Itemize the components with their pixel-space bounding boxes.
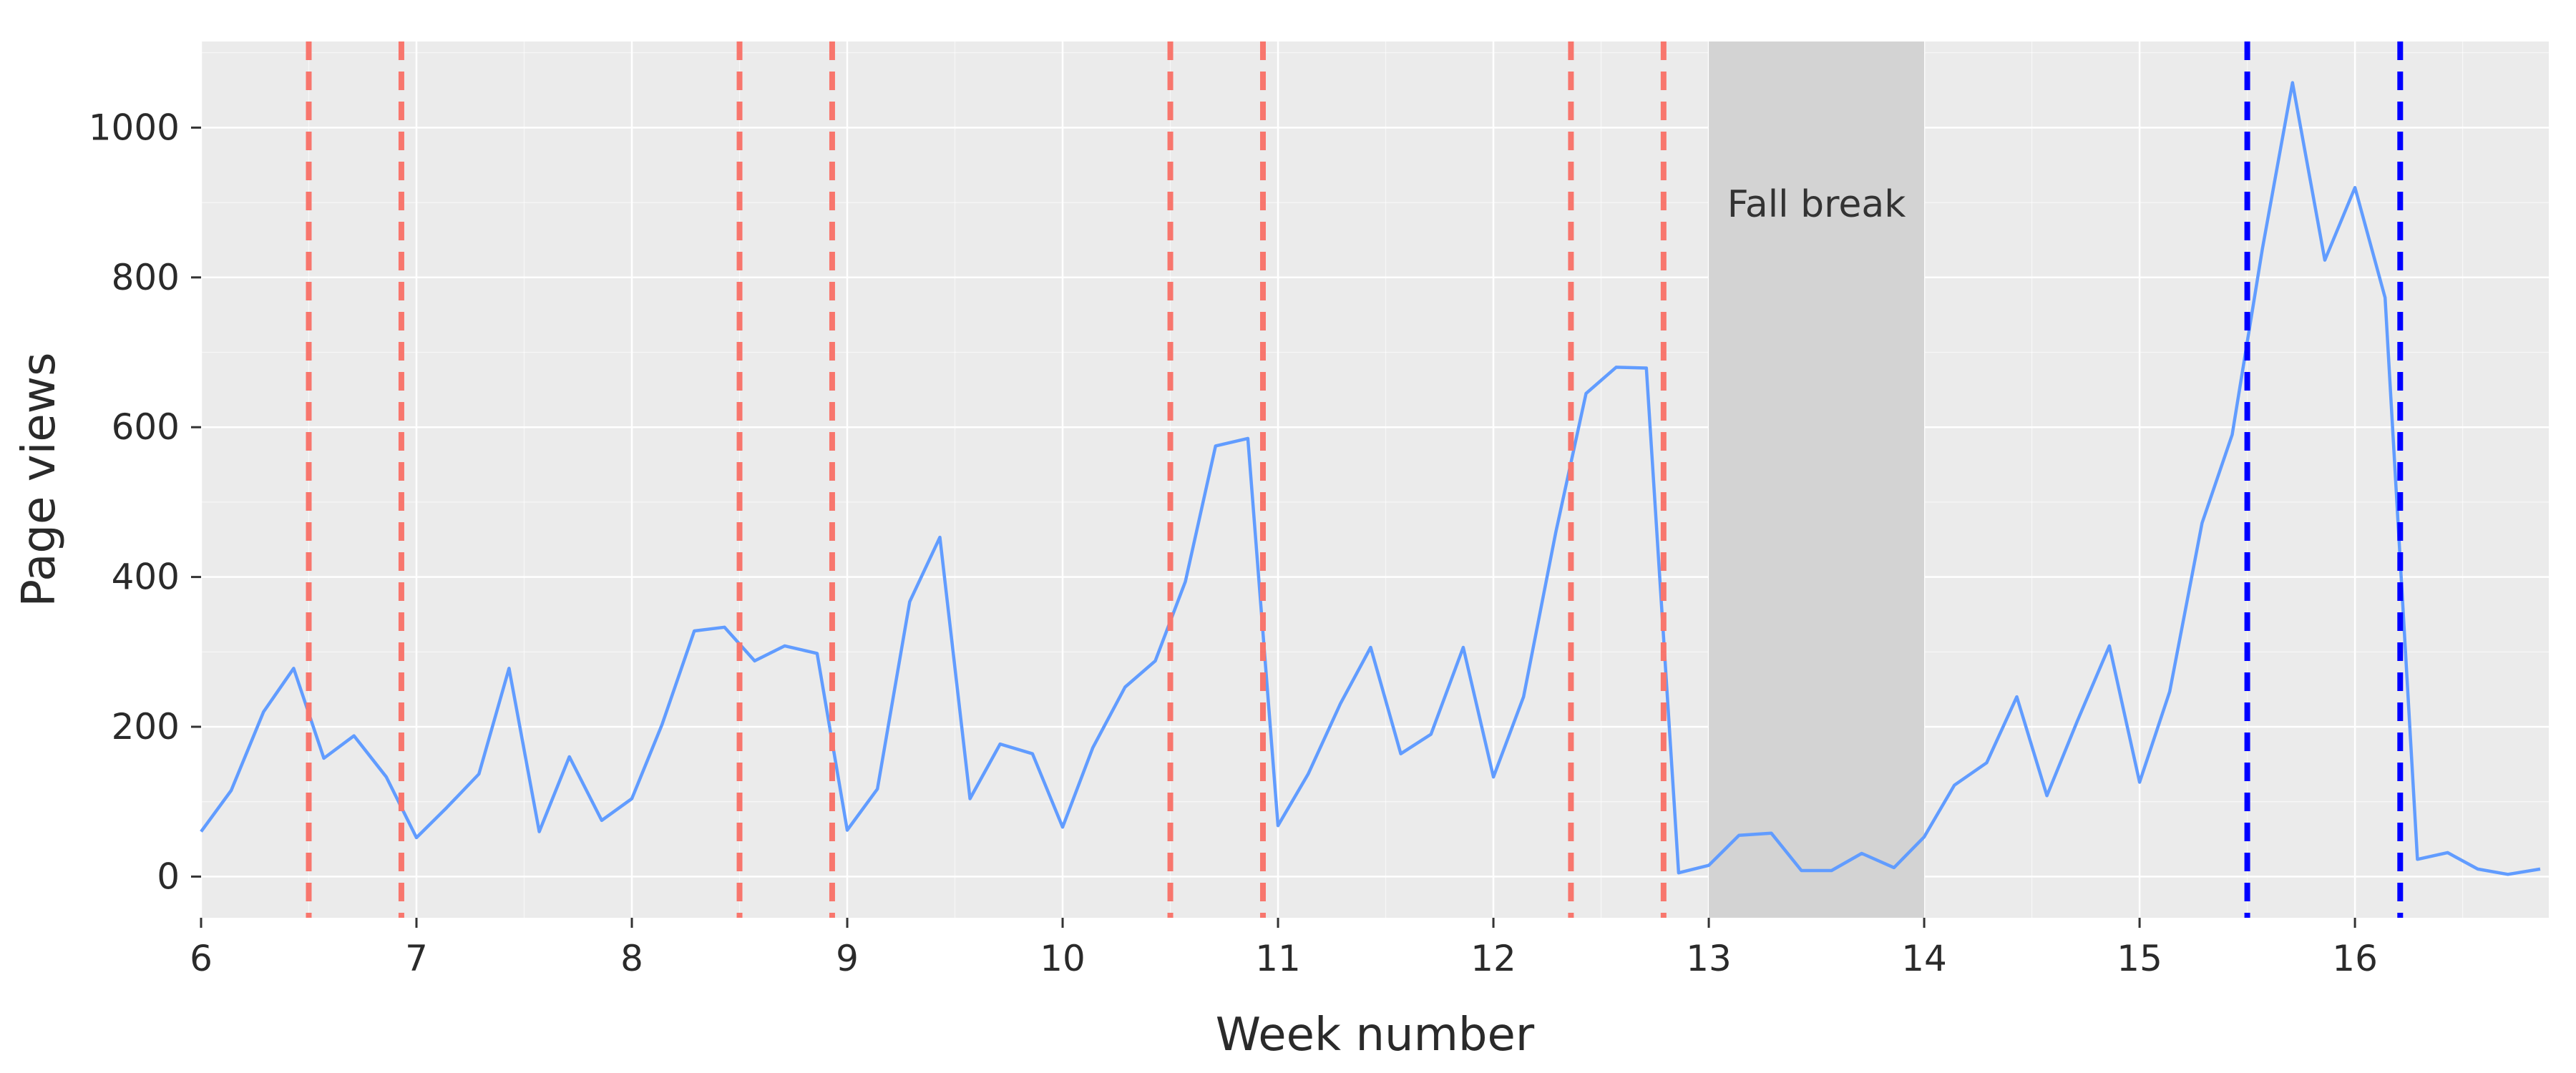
x-axis-label: Week number: [1216, 1009, 1535, 1062]
x-tick-label: 8: [620, 938, 643, 979]
y-tick-label: 1000: [89, 107, 180, 148]
x-tick-label: 11: [1255, 938, 1301, 979]
y-tick-label: 400: [112, 557, 180, 598]
x-axis-ticks: 6 7 8 9 10 11 12 13 14 15 16: [190, 918, 2378, 979]
y-tick-label: 800: [112, 257, 180, 298]
break-region: Fall break: [1709, 41, 1925, 918]
x-tick-label: 16: [2332, 938, 2378, 979]
marker-lines: [306, 41, 2404, 918]
x-tick-label: 15: [2117, 938, 2162, 979]
x-tick-label: 6: [190, 938, 213, 979]
y-axis-ticks: 0 200 400 600 800 1000: [89, 107, 201, 897]
x-tick-label: 9: [836, 938, 859, 979]
y-tick-label: 600: [112, 406, 180, 448]
x-tick-label: 7: [405, 938, 428, 979]
x-tick-label: 14: [1901, 938, 1947, 979]
page-views-line: [200, 81, 2541, 876]
y-tick-label: 200: [112, 706, 180, 748]
y-axis-label: Page views: [13, 353, 66, 607]
plot-panel: [201, 41, 2549, 918]
data-series: [200, 81, 2541, 876]
fall-break-shade: [1709, 41, 1925, 918]
x-tick-label: 13: [1686, 938, 1732, 979]
y-tick-label: 0: [157, 856, 180, 897]
fall-break-label: Fall break: [1727, 183, 1906, 226]
x-tick-label: 12: [1470, 938, 1516, 979]
x-tick-label: 10: [1040, 938, 1085, 979]
